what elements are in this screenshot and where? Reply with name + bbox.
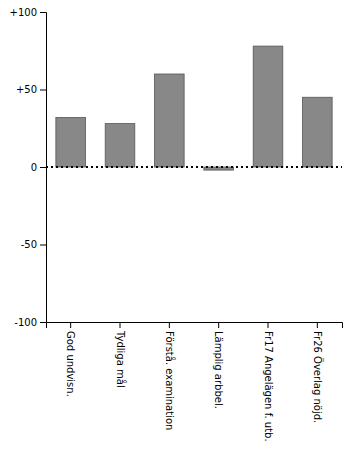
bar [155, 74, 185, 167]
x-tick: God undvisn. [65, 322, 76, 397]
x-tick-label: Förstå. examination [164, 331, 176, 430]
x-tick: Fr26 Överlag nöjd. [312, 322, 324, 423]
bar [105, 124, 135, 167]
x-tick: Fr17 Angelägen f. utb. [263, 322, 274, 442]
x-tick-mark [218, 322, 219, 328]
bar [204, 167, 234, 170]
x-tick-mark [70, 322, 71, 328]
x-tick: Tydliga mål [115, 322, 127, 388]
plot: -100 -50 0 +50 +100 God undvisn. Tydliga mål Fö… [10, 7, 343, 442]
x-tick-mark [169, 322, 170, 328]
bar [253, 46, 283, 167]
bars [46, 46, 342, 170]
chart-container: -100 -50 0 +50 +100 God undvisn. Tydliga mål Fö… [0, 0, 354, 472]
y-tick: -50 [21, 239, 46, 250]
x-tick-label: Fr17 Angelägen f. utb. [263, 331, 274, 442]
x-axis-line [47, 323, 343, 329]
y-tick-mark [40, 245, 46, 246]
x-tick-label: Fr26 Överlag nöjd. [312, 331, 324, 423]
y-tick-label: +100 [10, 7, 37, 18]
bar [303, 97, 333, 167]
y-tick-label: 0 [31, 162, 37, 173]
y-tick: -100 [14, 317, 46, 328]
y-tick-mark [40, 90, 46, 91]
x-tick-label: God undvisn. [65, 331, 76, 397]
y-tick-label: -100 [14, 317, 37, 328]
y-axis: -100 -50 0 +50 +100 [10, 7, 47, 328]
x-tick-label: Tydliga mål [115, 330, 127, 388]
bar [56, 117, 86, 167]
y-axis-line [40, 13, 47, 323]
y-tick-label: +50 [16, 84, 37, 95]
x-axis: God undvisn. Tydliga mål Förstå. examinati… [47, 322, 343, 442]
y-tick: +50 [16, 84, 46, 95]
x-tick-label: Lämplig arbbel. [213, 331, 224, 409]
y-tick-mark [40, 322, 46, 323]
x-tick: Förstå. examination [164, 322, 176, 430]
y-tick: 0 [31, 162, 46, 173]
chart: -100 -50 0 +50 +100 God undvisn. Tydliga mål Fö… [0, 0, 354, 472]
x-tick-mark [120, 322, 121, 328]
x-tick: Lämplig arbbel. [213, 322, 224, 409]
baseline [46, 166, 342, 168]
x-tick-mark [317, 322, 318, 328]
y-tick-mark [40, 12, 46, 13]
y-tick-mark [40, 167, 46, 168]
y-tick: +100 [10, 7, 46, 18]
y-tick-label: -50 [21, 239, 37, 250]
x-tick-mark [268, 322, 269, 328]
